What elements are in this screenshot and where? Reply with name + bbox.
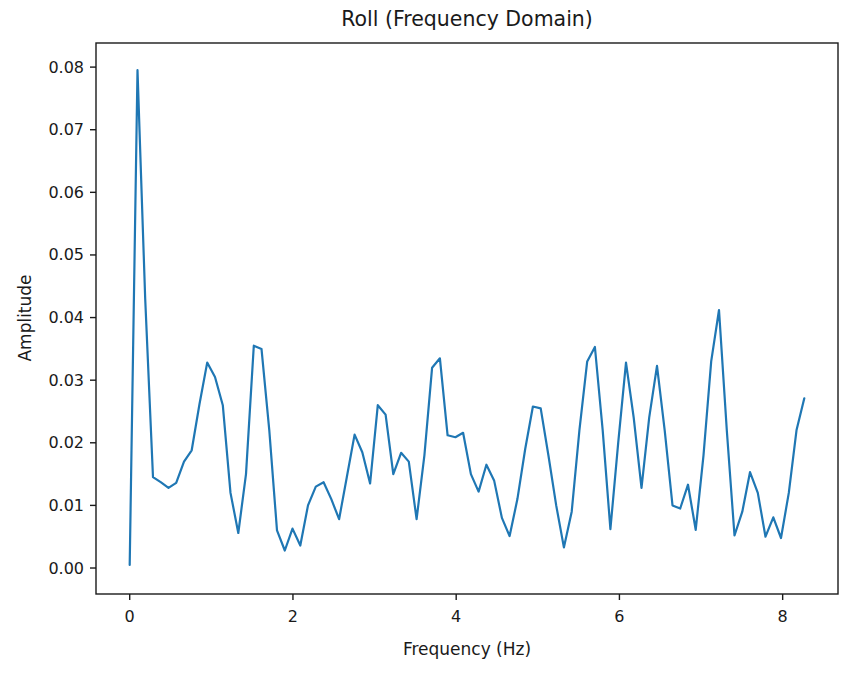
- plot-border: [96, 43, 838, 594]
- y-tick-label: 0.01: [48, 496, 84, 515]
- y-tick-label: 0.07: [48, 120, 84, 139]
- y-tick-label: 0.00: [48, 559, 84, 578]
- amplitude-line: [130, 70, 805, 565]
- y-tick-label: 0.06: [48, 183, 84, 202]
- x-tick-label: 8: [778, 607, 788, 626]
- x-tick-label: 0: [125, 607, 135, 626]
- x-tick-label: 4: [451, 607, 461, 626]
- y-tick-label: 0.03: [48, 371, 84, 390]
- figure: Roll (Frequency Domain) Amplitude Freque…: [0, 0, 864, 682]
- y-tick-label: 0.04: [48, 308, 84, 327]
- y-tick-label: 0.02: [48, 433, 84, 452]
- y-tick-label: 0.05: [48, 245, 84, 264]
- y-tick-label: 0.08: [48, 58, 84, 77]
- x-tick-label: 6: [614, 607, 624, 626]
- x-tick-label: 2: [288, 607, 298, 626]
- plot-area: 0 2 4 6 8 0.00 0.01 0.02 0.03 0.04 0.05 0.06 0.07 0.0…: [0, 0, 864, 682]
